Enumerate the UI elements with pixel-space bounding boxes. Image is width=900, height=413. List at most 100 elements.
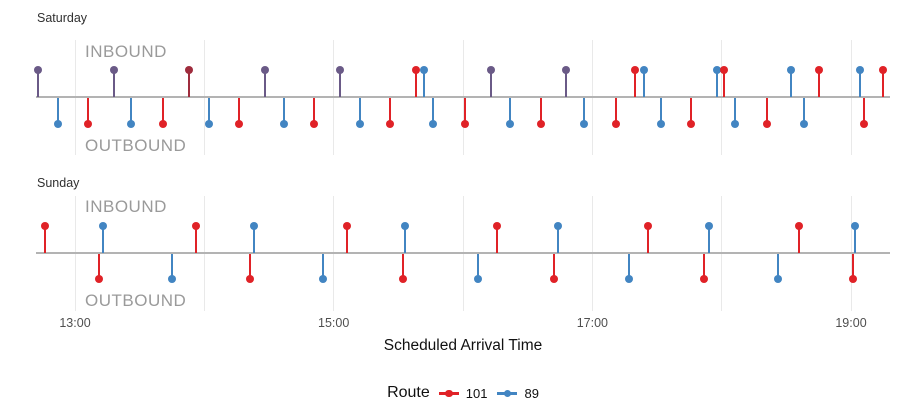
- x-axis-title: Scheduled Arrival Time: [383, 337, 543, 354]
- arrival-stem: [733, 98, 736, 124]
- x-tick-label: 19:00: [835, 316, 867, 330]
- arrival-stem: [423, 70, 426, 97]
- arrival-dot: [336, 66, 345, 74]
- arrival-dot: [400, 222, 409, 230]
- arrival-dot: [53, 120, 62, 128]
- inbound-label-saturday: INBOUND: [85, 42, 167, 61]
- arrival-stem: [313, 98, 316, 124]
- arrival-dot: [730, 120, 739, 128]
- arrival-stem: [130, 98, 133, 124]
- arrival-stem: [858, 70, 861, 97]
- arrival-stem: [252, 226, 255, 253]
- arrival-dot: [185, 66, 194, 74]
- arrival-stem: [660, 98, 663, 124]
- arrival-dot: [280, 120, 289, 128]
- arrival-dot: [249, 222, 258, 230]
- arrival-stem: [345, 226, 348, 253]
- arrival-dot: [245, 275, 254, 283]
- arrival-stem: [789, 70, 792, 97]
- arrival-dot: [536, 120, 545, 128]
- legend-item-route-89: 89: [497, 386, 539, 401]
- arrival-dot: [34, 66, 43, 74]
- arrival-dot: [773, 275, 782, 283]
- arrival-dot: [795, 222, 804, 230]
- arrival-stem: [97, 254, 100, 279]
- legend-item-route-101: 101: [438, 385, 488, 401]
- arrival-stem: [854, 226, 857, 253]
- arrival-dot: [814, 66, 823, 74]
- arrival-dot: [786, 66, 795, 74]
- arrival-stem: [388, 98, 391, 124]
- arrival-stem: [707, 226, 710, 253]
- arrival-dot: [461, 120, 470, 128]
- arrival-stem: [627, 254, 630, 279]
- arrival-stem: [401, 254, 404, 279]
- arrival-stem: [647, 226, 650, 253]
- arrival-stem: [464, 98, 467, 124]
- arrival-dot: [342, 222, 351, 230]
- arrival-dot: [83, 120, 92, 128]
- arrival-dot: [411, 66, 420, 74]
- panel-label-sunday: Sunday: [37, 176, 80, 190]
- arrival-dot: [612, 120, 621, 128]
- arrival-stem: [162, 98, 165, 124]
- arrival-stem: [634, 70, 637, 97]
- arrival-stem: [43, 226, 46, 253]
- arrival-stem: [283, 98, 286, 124]
- arrival-dot: [713, 66, 722, 74]
- arrival-dot: [355, 120, 364, 128]
- arrival-stem: [852, 254, 855, 279]
- arrival-dot: [553, 222, 562, 230]
- arrival-stem: [817, 70, 820, 97]
- arrival-stem: [615, 98, 618, 124]
- arrival-stem: [509, 98, 512, 124]
- arrival-stem: [496, 226, 499, 253]
- arrival-dot: [719, 66, 728, 74]
- arrival-dot: [234, 120, 243, 128]
- arrival-stem: [403, 226, 406, 253]
- arrival-stem: [339, 70, 342, 97]
- arrival-stem: [539, 98, 542, 124]
- arrival-stem: [582, 98, 585, 124]
- arrival-dot: [127, 120, 136, 128]
- legend-label: 101: [465, 385, 488, 401]
- arrival-dot: [549, 275, 558, 283]
- legend: Route 101 89: [36, 384, 890, 402]
- arrival-dot: [851, 222, 860, 230]
- legend-key-icon: [438, 389, 459, 397]
- arrival-stem: [414, 70, 417, 97]
- arrival-stem: [882, 70, 885, 97]
- arrival-stem: [477, 254, 480, 279]
- arrival-dot: [318, 275, 327, 283]
- arrival-dot: [624, 275, 633, 283]
- arrival-dot: [474, 275, 483, 283]
- arrival-dot: [428, 120, 437, 128]
- arrival-dot: [657, 120, 666, 128]
- x-tick-label: 15:00: [318, 316, 350, 330]
- arrival-stem: [776, 254, 779, 279]
- arrival-dot: [859, 120, 868, 128]
- arrival-stem: [37, 70, 40, 97]
- x-tick-label: 13:00: [59, 316, 91, 330]
- arrival-stem: [194, 226, 197, 253]
- arrival-stem: [716, 70, 719, 97]
- arrival-dot: [631, 66, 640, 74]
- arrival-dot: [579, 120, 588, 128]
- arrival-stem: [643, 70, 646, 97]
- arrival-stem: [86, 98, 89, 124]
- arrival-stem: [171, 254, 173, 279]
- arrival-dot: [94, 275, 103, 283]
- arrival-stem: [798, 226, 801, 253]
- legend-title: Route: [387, 384, 430, 401]
- outbound-label-saturday: OUTBOUND: [85, 136, 187, 155]
- legend-items: 101 89: [438, 385, 539, 401]
- arrival-dot: [260, 66, 269, 74]
- arrival-dot: [506, 120, 515, 128]
- arrival-dot: [644, 222, 653, 230]
- x-tick-label: 17:00: [576, 316, 608, 330]
- arrival-stem: [207, 98, 210, 124]
- arrival-stem: [102, 226, 105, 253]
- arrival-stem: [552, 254, 555, 279]
- arrival-stem: [112, 70, 115, 97]
